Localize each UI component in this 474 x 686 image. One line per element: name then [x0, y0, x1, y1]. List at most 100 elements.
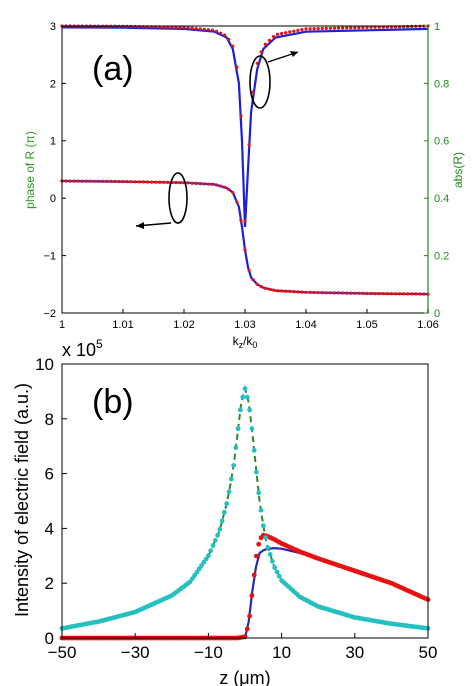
panel-a-y-left-tick-label: 1 [50, 136, 56, 148]
panel-a-series-3-point [235, 200, 239, 204]
panel-a-series-3-point [393, 292, 398, 296]
panel-a-series-1-point [284, 31, 288, 35]
panel-a-series-1-point [345, 26, 349, 30]
panel-a-series-1-point [271, 34, 276, 39]
panel-a-series-3-point [219, 184, 223, 188]
panel-a-series-3-point [304, 290, 308, 294]
panel-a-series-1-point [190, 26, 194, 30]
panel-a-series-3-point [210, 182, 215, 186]
panel-a-y-left-tick-label: 3 [50, 21, 56, 33]
panel-a-x-tick-label: 1.04 [295, 319, 316, 331]
panel-a-series-3-point [251, 278, 255, 282]
panel-a-series-3-point [68, 179, 72, 183]
panel-a-series-1-point [247, 143, 251, 147]
panel-a-x-axis-label: kz/k0 [233, 334, 258, 350]
panel-a-x-tick-label: 1.06 [417, 319, 438, 331]
panel-b-series-3-point [242, 386, 248, 392]
panel-a-right-axis-label: abs(R) [451, 152, 465, 188]
panel-a-series-3-point [117, 179, 121, 184]
panel-a-series-3-point [158, 180, 162, 184]
panel-a-series-3-point [389, 292, 393, 296]
panel-a-y-right-tick-label: 0.4 [434, 193, 449, 205]
panel-b-series-1-point [256, 541, 262, 547]
panel-b-x-axis-label: z (μm) [219, 668, 270, 686]
panel-a-series-1-point [288, 30, 292, 34]
panel-b-y-multiplier: x 105 [62, 337, 103, 360]
panel-a-series-3-point [202, 182, 206, 186]
panel-b-label: (b) [92, 383, 134, 421]
panel-a-x-tick-label: 1.02 [173, 319, 194, 331]
panel-a-series-3-point [137, 180, 141, 184]
panel-b-series-3-point [267, 552, 273, 557]
panel-b-y-tick-label: 2 [45, 574, 54, 593]
panel-a-series-3-point [267, 287, 271, 291]
panel-b-series-1-point [251, 572, 257, 578]
panel-a-series-3-point [113, 179, 117, 184]
panel-b-series-3-point [219, 518, 225, 524]
panel-a-series-1-point [300, 28, 304, 32]
panel-b-series-1-point [249, 593, 255, 598]
panel-a-y-right-tick-label: 0 [434, 308, 440, 320]
panel-a-series-1-point [194, 27, 198, 31]
panel-b-series-3-point [222, 509, 227, 515]
panel-a-y-left-tick-label: −2 [43, 308, 56, 320]
panel-a-series-1-point [304, 27, 308, 31]
panel-a-label: (a) [92, 50, 134, 88]
panel-a-series-3-point [288, 289, 292, 293]
panel-a-series-1-point [341, 26, 345, 30]
panel-a-series-1-point [243, 219, 247, 223]
panel-a-series-1-point [308, 27, 312, 31]
panel-a-series-3-point [198, 182, 202, 186]
panel-a-y-right-tick-label: 1 [434, 21, 440, 33]
panel-a-series-3-point [353, 291, 357, 295]
panel-b-series-1-point [247, 613, 253, 619]
panel-a-series-1-point [324, 26, 328, 30]
panel-a-series-3-point [125, 180, 129, 184]
panel-a-series-1-point [328, 26, 332, 30]
panel-a-series-3-point [190, 181, 194, 185]
panel-a-series-3-point [345, 291, 349, 295]
panel-b-series-1-markers [59, 532, 431, 641]
panel-a-series-3-point [92, 179, 97, 183]
panel-a-series-3-point [377, 292, 381, 296]
panel-b-series-3-point [258, 507, 264, 513]
panel-a-series-3-point [284, 289, 288, 293]
panel-a-y-right-tick-label: 0.6 [434, 136, 449, 148]
ellipse-annotation-phase [168, 172, 188, 224]
panel-a-series-3-point [174, 180, 178, 185]
panel-a-series-3-point [361, 291, 365, 295]
panel-b-series-3-point [215, 532, 221, 538]
panel-b-series-3-point [260, 523, 266, 529]
arrow-head-right-icon [290, 51, 298, 57]
panel-b-series-1-point [254, 553, 259, 559]
panel-a-series-1-point [275, 32, 280, 36]
panel-a-series-3-point [166, 180, 170, 184]
panel-a-series-3-point [341, 291, 345, 295]
panel-a-series-1-point [357, 26, 361, 30]
panel-b-series-3-point [228, 476, 234, 482]
panel-b-y-axis-label: Intensity of electric field (a.u.) [12, 383, 32, 617]
panel-a-y-right-tick-label: 0.2 [434, 250, 449, 262]
panel-b-frame [61, 363, 429, 639]
panel-a-series-3-point [97, 179, 101, 183]
panel-a-series-3-point [349, 291, 353, 295]
panel-b-series-3-point [251, 447, 257, 453]
panel-b-x-ticks: −50 −30 −10 10 30 50 [48, 633, 437, 662]
panel-a-series-3-point [186, 181, 190, 185]
panel-a-series-3-point [84, 179, 88, 183]
panel-b-y-tick-label: 0 [45, 629, 54, 648]
panel-a-y-ticks-left: −2 −1 0 1 2 3 [43, 21, 66, 320]
panel-a-series-1-point [316, 27, 320, 31]
panel-a-series-3-point [231, 190, 235, 195]
panel-a-series-1-point [210, 28, 215, 32]
panel-a-series-3-point [153, 180, 158, 184]
panel-a-series-3-point [194, 181, 198, 185]
panel-a-y-ticks-right: 0 0.2 0.4 0.6 0.8 1 [424, 21, 449, 320]
panel-a-series-3-point [101, 179, 105, 183]
panel-a-series-3-point [88, 179, 93, 183]
panel-a-series-3-point [328, 291, 332, 295]
panel-a-series-3-point [72, 179, 76, 183]
panel-b-series-3-point [210, 543, 216, 548]
panel-a-x-tick-label: 1.01 [112, 319, 133, 331]
